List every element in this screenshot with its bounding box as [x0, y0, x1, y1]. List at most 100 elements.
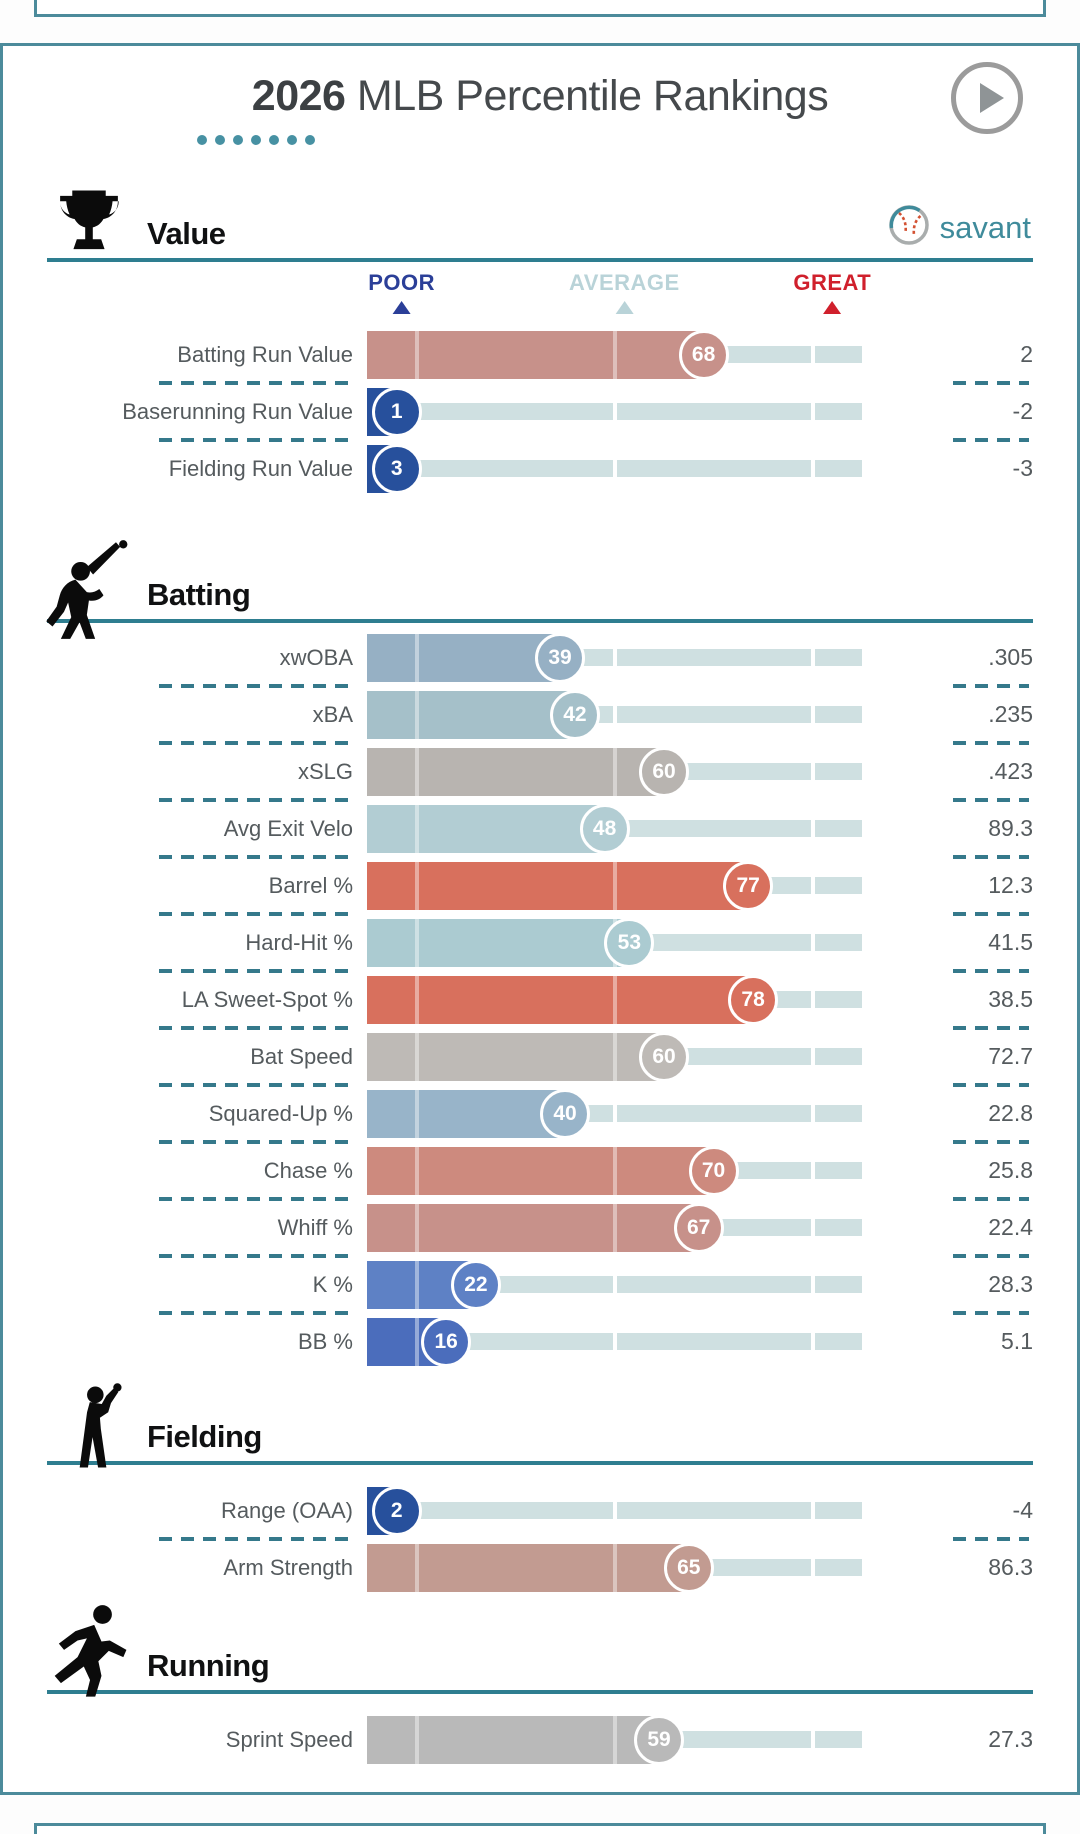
percentile-bar[interactable]: 60 [367, 1031, 862, 1082]
bar-fill [367, 330, 704, 379]
stat-value: .235 [988, 701, 1033, 727]
section-header-batting: Batting [46, 540, 1033, 639]
percentile-badge[interactable]: 77 [723, 860, 774, 911]
rows-value: Batting Run Value 68 2 Baserunning Run Valu… [47, 326, 1033, 497]
stat-value: 89.3 [988, 815, 1033, 841]
row-separator-right [953, 1254, 1029, 1258]
percentile-badge[interactable]: 3 [371, 443, 422, 494]
page-title: 2026 MLB Percentile Rankings [47, 46, 1033, 121]
percentile-badge[interactable]: 60 [639, 746, 689, 797]
percentile-bar[interactable]: 60 [367, 746, 862, 797]
stat-value: -2 [1012, 398, 1033, 424]
percentile-badge[interactable]: 2 [371, 1485, 422, 1536]
scale-label-average: AVERAGE [569, 270, 680, 314]
percentile-bar[interactable]: 40 [367, 1088, 862, 1139]
savant-logo[interactable]: savant [887, 203, 1031, 252]
stat-label: BB % [297, 1328, 353, 1354]
stat-label: Sprint Speed [225, 1726, 353, 1752]
sections: Value savant POOR AVERAGE GREAT Batting Run V… [46, 184, 1033, 1768]
percentile-bar[interactable]: 68 [367, 329, 862, 380]
row-separator-right [953, 1197, 1029, 1201]
percentile-badge[interactable]: 60 [639, 1031, 689, 1082]
percentile-badge[interactable]: 67 [673, 1202, 724, 1253]
row-separator-right [953, 684, 1029, 688]
percentile-bar[interactable]: 39 [367, 632, 862, 683]
percentile-row-hard-hit: Hard-Hit % 53 41.5 [47, 912, 1033, 971]
stat-label: Hard-Hit % [245, 929, 353, 955]
percentile-row-xba: xBA 42 .235 [47, 684, 1033, 743]
batter-icon [39, 537, 143, 641]
percentile-bar[interactable]: 22 [367, 1259, 862, 1310]
stat-label: Fielding Run Value [168, 455, 353, 481]
section-header-fielding: Fielding [47, 1383, 1033, 1468]
row-separator-right [953, 1026, 1029, 1030]
row-separator-right [953, 1537, 1029, 1541]
percentile-row-bat-speed: Bat Speed 60 72.7 [47, 1026, 1033, 1085]
percentile-bar[interactable]: 3 [367, 443, 862, 494]
percentile-badge[interactable]: 48 [579, 803, 630, 854]
percentile-bar[interactable]: 77 [367, 860, 862, 911]
row-separator [159, 1140, 356, 1144]
row-separator-right [953, 741, 1029, 745]
stat-value: 28.3 [988, 1271, 1033, 1297]
percentile-badge[interactable]: 16 [421, 1316, 472, 1367]
percentile-bar[interactable]: 48 [367, 803, 862, 854]
row-separator [159, 1311, 356, 1315]
percentile-bar[interactable]: 67 [367, 1202, 862, 1253]
percentile-badge[interactable]: 53 [604, 917, 655, 968]
section-header-running: Running [47, 1605, 1033, 1697]
percentile-bar[interactable]: 65 [367, 1542, 862, 1593]
percentile-bar[interactable]: 42 [367, 689, 862, 740]
percentile-badge[interactable]: 78 [728, 974, 779, 1025]
percentile-bar[interactable]: 1 [367, 386, 862, 437]
percentile-row-range-oaa: Range (OAA) 2 -4 [47, 1482, 1033, 1539]
bar-fill [367, 861, 749, 910]
percentile-badge[interactable]: 22 [450, 1259, 501, 1310]
percentile-badge[interactable]: 65 [663, 1542, 714, 1593]
percentile-row-fielding-run-value: Fielding Run Value 3 -3 [47, 438, 1033, 497]
percentile-bar[interactable]: 78 [367, 974, 862, 1025]
bar-fill [367, 747, 664, 796]
percentile-bar[interactable]: 2 [367, 1485, 862, 1536]
percentile-bar[interactable]: 59 [367, 1714, 862, 1765]
bar-fill [367, 1089, 565, 1138]
section-title: Fielding [147, 1419, 262, 1454]
fielder-icon [53, 1381, 145, 1473]
percentile-bar[interactable]: 16 [367, 1316, 862, 1367]
row-separator-right [953, 912, 1029, 916]
row-separator [159, 855, 356, 859]
previous-card-edge [34, 0, 1046, 17]
row-separator [159, 741, 356, 745]
percentile-row-k: K % 22 28.3 [47, 1254, 1033, 1313]
percentile-bar[interactable]: 70 [367, 1145, 862, 1196]
percentile-badge[interactable]: 39 [535, 632, 586, 683]
percentile-badge[interactable]: 40 [540, 1088, 590, 1139]
percentile-badge[interactable]: 59 [634, 1714, 685, 1765]
bar-fill [367, 1032, 664, 1081]
row-separator-right [953, 1083, 1029, 1087]
stat-value: 86.3 [988, 1554, 1033, 1580]
stat-label: Arm Strength [223, 1554, 353, 1580]
stat-label: K % [312, 1271, 353, 1297]
bar-fill [367, 1146, 714, 1195]
row-separator [159, 1197, 356, 1201]
percentile-badge[interactable]: 68 [678, 329, 729, 380]
percentile-row-avg-exit-velo: Avg Exit Velo 48 89.3 [47, 798, 1033, 857]
percentile-badge[interactable]: 42 [549, 689, 600, 740]
great-marker-icon [823, 301, 842, 314]
runner-icon [37, 1602, 141, 1706]
row-separator-right [953, 855, 1029, 859]
section-title: Value [147, 216, 226, 251]
section-fielding: Fielding Range (OAA) 2 -4 Arm Strength 65 86.3 [47, 1383, 1033, 1596]
title-accent-dots [197, 135, 1033, 146]
stat-value: 41.5 [988, 929, 1033, 955]
percentile-bar[interactable]: 53 [367, 917, 862, 968]
play-button[interactable] [951, 62, 1023, 134]
bar-fill [367, 918, 630, 967]
percentile-badge[interactable]: 70 [688, 1145, 739, 1196]
stat-value: 5.1 [1001, 1328, 1033, 1354]
row-separator [159, 798, 356, 802]
percentile-badge[interactable]: 1 [371, 386, 422, 437]
stat-value: 22.4 [988, 1214, 1033, 1240]
percentile-row-chase: Chase % 70 25.8 [47, 1140, 1033, 1199]
